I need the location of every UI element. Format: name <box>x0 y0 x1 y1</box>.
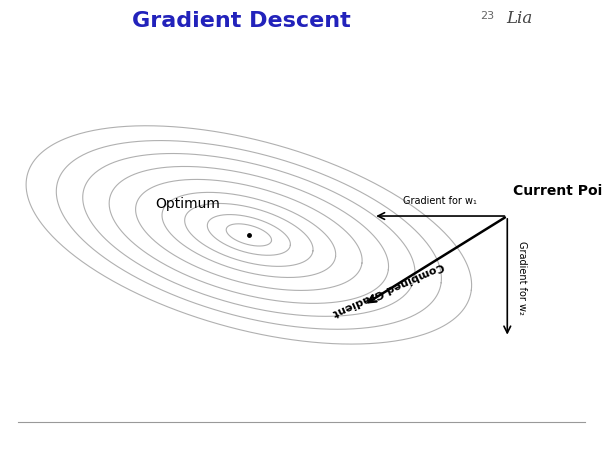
Text: Gradient for w₁: Gradient for w₁ <box>403 196 477 206</box>
Text: Optimum: Optimum <box>155 196 220 210</box>
Text: Gradient for w₂: Gradient for w₂ <box>517 240 527 314</box>
Text: Gradient Descent: Gradient Descent <box>132 11 350 31</box>
Text: 23: 23 <box>481 11 494 21</box>
Text: Combined Gradient: Combined Gradient <box>331 260 445 318</box>
Text: Lia: Lia <box>507 10 533 27</box>
Text: Current Point: Current Point <box>513 184 603 198</box>
